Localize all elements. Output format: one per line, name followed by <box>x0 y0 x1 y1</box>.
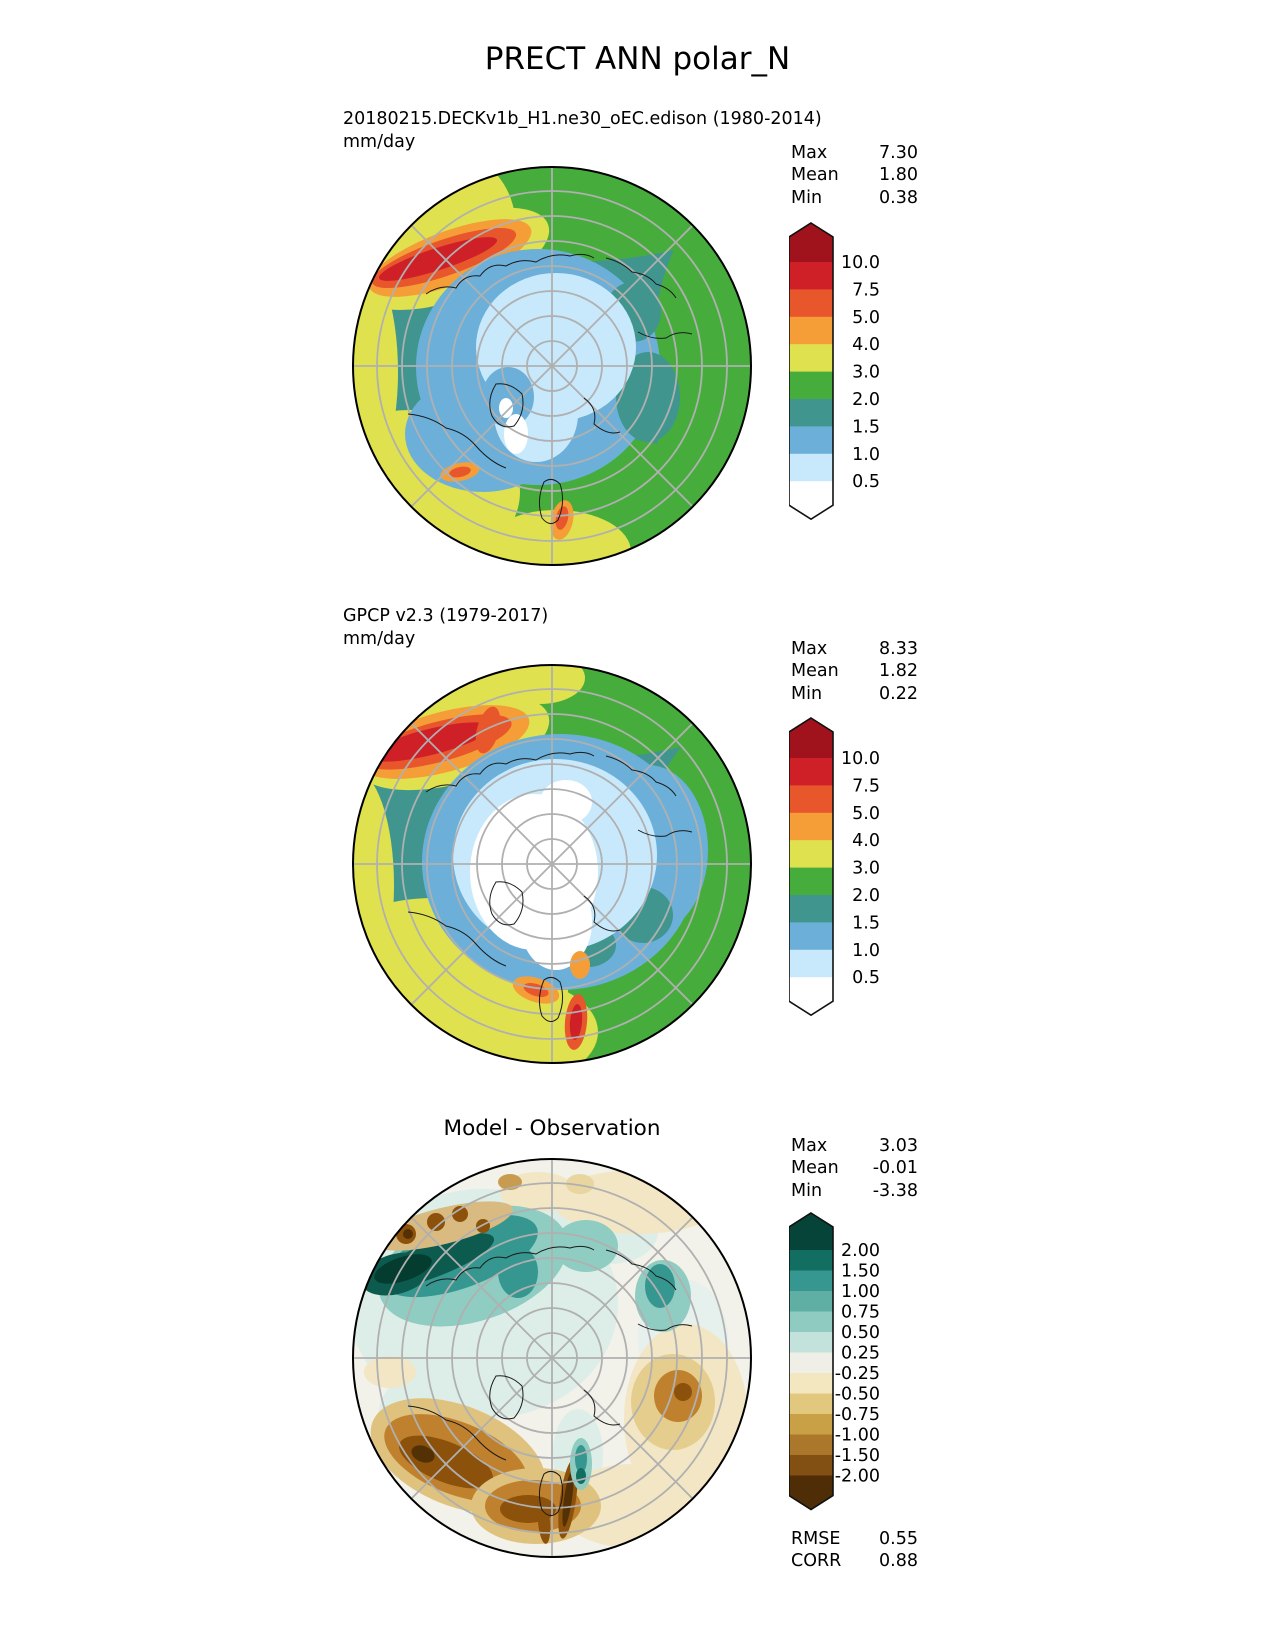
svg-text:1.0: 1.0 <box>852 941 880 961</box>
stat-row-max: Max 7.30 <box>791 142 918 164</box>
colorbar-diff: 2.00 1.50 1.00 0.75 0.50 0.25 -0.25 -0.50 -0.75-… <box>788 1212 889 1516</box>
svg-text:1.5: 1.5 <box>852 913 880 933</box>
metric-row-corr: CORR 0.88 <box>791 1550 918 1572</box>
svg-text:10.0: 10.0 <box>841 253 880 273</box>
coastlines <box>407 253 693 524</box>
svg-text:2.00: 2.00 <box>841 1241 880 1261</box>
diff-metrics: RMSE 0.55 CORR 0.88 <box>791 1528 918 1573</box>
svg-text:1.5: 1.5 <box>852 417 880 437</box>
figure-title: PRECT ANN polar_N <box>484 41 791 77</box>
svg-text:-0.75: -0.75 <box>835 1405 880 1425</box>
stat-value: 1.80 <box>879 165 918 186</box>
stat-label: Max <box>791 1136 828 1156</box>
stat-label: Min <box>791 1180 823 1201</box>
stat-value: 7.30 <box>879 143 918 163</box>
metric-label: CORR <box>791 1551 842 1572</box>
stat-row-max: Max 3.03 <box>791 1135 918 1157</box>
obs-title: GPCP v2.3 (1979-2017) <box>343 606 549 626</box>
stat-label: Mean <box>791 165 839 186</box>
stat-value: 0.38 <box>879 187 918 208</box>
stat-label: Max <box>791 639 828 659</box>
coastlines <box>407 751 693 1022</box>
stat-label: Max <box>791 143 828 163</box>
svg-text:1.50: 1.50 <box>841 1262 880 1282</box>
obs-stats: Max 8.33 Mean 1.82 Min 0.22 <box>791 638 918 705</box>
map-border <box>352 166 752 566</box>
stat-value: -0.01 <box>872 1158 918 1179</box>
svg-text:3.0: 3.0 <box>852 363 880 383</box>
svg-text:0.75: 0.75 <box>841 1303 880 1323</box>
map-border <box>352 664 752 1064</box>
stat-label: Min <box>791 683 823 704</box>
svg-text:-2.00: -2.00 <box>835 1467 880 1487</box>
svg-text:1.00: 1.00 <box>841 1282 880 1302</box>
metric-value: 0.88 <box>879 1551 918 1572</box>
stat-value: 1.82 <box>879 661 918 682</box>
coastlines <box>407 1245 693 1516</box>
stat-row-min: Min 0.22 <box>791 683 918 705</box>
obs-panel-header: GPCP v2.3 (1979-2017) mm/day <box>343 605 548 651</box>
map-diff-polar-north <box>352 1158 752 1558</box>
svg-text:0.5: 0.5 <box>852 472 880 492</box>
graticule <box>353 665 751 1063</box>
stat-row-mean: Mean 1.82 <box>791 660 918 682</box>
stat-label: Mean <box>791 1158 839 1179</box>
svg-text:2.0: 2.0 <box>852 390 880 410</box>
stat-value: -3.38 <box>872 1180 918 1201</box>
svg-text:-1.00: -1.00 <box>835 1426 880 1446</box>
metric-label: RMSE <box>791 1529 841 1549</box>
colorbar-precip-obs: 10.0 7.5 5.0 4.0 3.0 2.0 1.5 1.0 0.5 <box>788 717 889 1022</box>
svg-text:3.0: 3.0 <box>852 859 880 879</box>
model-panel-header: 20180215.DECKv1b_H1.ne30_oEC.edison (198… <box>343 108 822 154</box>
svg-text:5.0: 5.0 <box>852 804 880 824</box>
stat-row-mean: Mean 1.80 <box>791 164 918 186</box>
stat-row-max: Max 8.33 <box>791 638 918 660</box>
svg-text:0.50: 0.50 <box>841 1323 880 1343</box>
diff-title: Model - Observation <box>443 1116 661 1141</box>
graticule <box>353 1159 751 1557</box>
svg-text:5.0: 5.0 <box>852 308 880 328</box>
stat-value: 0.22 <box>879 683 918 704</box>
metric-row-rmse: RMSE 0.55 <box>791 1528 918 1550</box>
diff-stats: Max 3.03 Mean -0.01 Min -3.38 <box>791 1135 918 1202</box>
stat-row-mean: Mean -0.01 <box>791 1157 918 1179</box>
svg-text:1.0: 1.0 <box>852 445 880 465</box>
stat-value: 8.33 <box>879 639 918 659</box>
stat-row-min: Min 0.38 <box>791 187 918 209</box>
svg-text:4.0: 4.0 <box>852 335 880 355</box>
svg-text:0.5: 0.5 <box>852 968 880 988</box>
model-title: 20180215.DECKv1b_H1.ne30_oEC.edison (198… <box>343 109 822 129</box>
obs-units: mm/day <box>343 629 416 649</box>
model-stats: Max 7.30 Mean 1.80 Min 0.38 <box>791 142 918 209</box>
svg-text:7.5: 7.5 <box>852 776 880 796</box>
map-border <box>352 1158 752 1558</box>
svg-text:4.0: 4.0 <box>852 831 880 851</box>
model-units: mm/day <box>343 132 416 152</box>
stat-row-min: Min -3.38 <box>791 1180 918 1202</box>
svg-text:-1.50: -1.50 <box>835 1446 880 1466</box>
svg-text:-0.50: -0.50 <box>835 1385 880 1405</box>
map-obs-polar-north <box>352 664 752 1064</box>
svg-text:0.25: 0.25 <box>841 1344 880 1364</box>
stat-label: Mean <box>791 661 839 682</box>
graticule <box>353 167 751 565</box>
svg-text:10.0: 10.0 <box>841 749 880 769</box>
metric-value: 0.55 <box>879 1529 918 1549</box>
svg-text:2.0: 2.0 <box>852 886 880 906</box>
map-model-polar-north <box>352 166 752 566</box>
svg-text:-0.25: -0.25 <box>835 1364 880 1384</box>
colorbar-precip-model: 10.0 7.5 5.0 4.0 3.0 2.0 1.5 1.0 0.5 <box>788 222 889 526</box>
stat-value: 3.03 <box>879 1136 918 1156</box>
stat-label: Min <box>791 187 823 208</box>
svg-text:7.5: 7.5 <box>852 280 880 300</box>
